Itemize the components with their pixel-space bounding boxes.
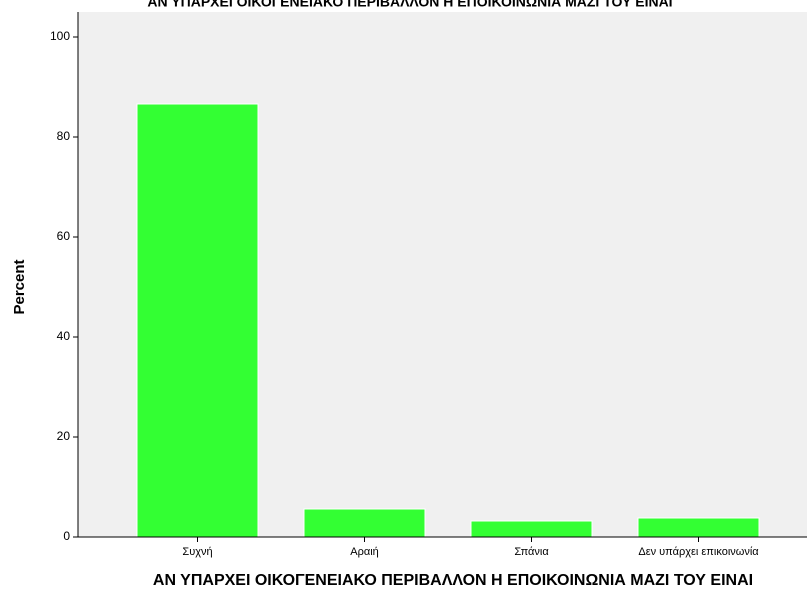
bar — [470, 520, 593, 538]
y-tick-label: 0 — [63, 529, 70, 543]
y-axis-label: Percent — [11, 259, 28, 314]
x-tick-label: Συχνή — [182, 546, 212, 558]
y-tick-label: 80 — [57, 129, 71, 143]
y-tick-label: 60 — [57, 229, 71, 243]
x-tick-label: Σπάνια — [514, 546, 549, 558]
y-tick-label: 100 — [50, 29, 70, 43]
x-tick-label: Αραιή — [350, 546, 379, 558]
y-tick-label: 40 — [57, 329, 71, 343]
x-axis-label: ΑΝ ΥΠΑΡΧΕΙ ΟΙΚΟΓΕΝΕΙΑΚΟ ΠΕΡΙΒΑΛΛΟΝ Η ΕΠΟ… — [152, 572, 754, 589]
x-tick-label: Δεν υπάρχει επικοινωνία — [638, 546, 759, 558]
y-tick-label: 20 — [57, 429, 71, 443]
chart-title: ΑΝ ΥΠΑΡΧΕΙ ΟΙΚΟΓΕΝΕΙΑΚΟ ΠΕΡΙΒΑΛΛΟΝ Η ΕΠΟ… — [147, 0, 672, 10]
bar — [136, 103, 259, 538]
bar — [303, 508, 426, 538]
bar — [637, 517, 760, 538]
